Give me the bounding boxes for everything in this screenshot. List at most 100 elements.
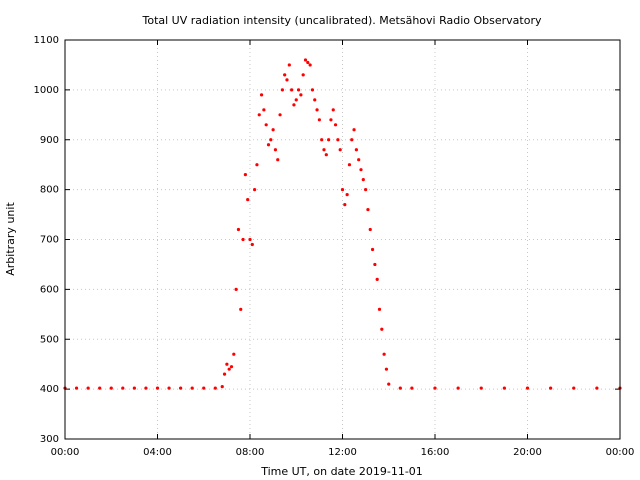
y-tick-label: 500 xyxy=(40,334,59,345)
x-tick-label: 12:00 xyxy=(328,447,357,458)
data-point xyxy=(331,108,335,112)
x-tick-label: 20:00 xyxy=(513,447,542,458)
data-point xyxy=(213,386,217,390)
y-tick-label: 300 xyxy=(40,434,59,445)
data-point xyxy=(572,386,576,390)
data-point xyxy=(525,386,530,390)
data-point xyxy=(549,386,553,390)
data-point xyxy=(269,138,273,142)
y-tick-label: 600 xyxy=(40,284,59,295)
data-point xyxy=(285,78,289,82)
data-point xyxy=(382,352,386,356)
data-point xyxy=(74,386,79,390)
data-point xyxy=(299,93,303,97)
data-point xyxy=(333,123,338,127)
data-point xyxy=(86,386,90,390)
data-point xyxy=(364,188,368,192)
data-point xyxy=(336,138,340,142)
x-tick-label: 00:00 xyxy=(606,447,635,458)
data-point xyxy=(340,188,345,192)
data-point xyxy=(294,98,298,102)
data-point xyxy=(278,113,282,117)
data-point xyxy=(227,367,231,371)
data-point xyxy=(338,148,342,152)
data-point xyxy=(296,88,301,92)
data-point xyxy=(253,188,257,192)
grid xyxy=(65,40,620,439)
axis-ticks: 00:00 04:00 08:00 12:00 16:00 20:00 00:00 300 40… xyxy=(34,35,635,458)
data-point xyxy=(361,178,365,182)
y-tick-label: 1100 xyxy=(34,35,59,46)
data-point xyxy=(234,287,238,291)
data-point xyxy=(190,386,194,390)
data-point xyxy=(266,143,271,147)
data-point xyxy=(322,148,326,152)
data-point xyxy=(377,307,382,311)
data-point xyxy=(98,386,102,390)
x-axis-label: Time UT, on date 2019-11-01 xyxy=(260,465,423,478)
y-tick-label: 1000 xyxy=(34,85,59,96)
x-tick-label: 16:00 xyxy=(421,447,450,458)
data-point xyxy=(329,118,333,122)
data-point xyxy=(433,386,437,390)
data-point xyxy=(347,163,352,167)
data-point xyxy=(225,362,229,366)
chart-title: Total UV radiation intensity (uncalibrat… xyxy=(142,14,542,27)
data-point xyxy=(283,73,287,77)
data-point xyxy=(271,128,275,132)
data-point xyxy=(276,158,280,162)
data-point xyxy=(248,237,252,242)
data-point xyxy=(308,63,312,67)
data-point xyxy=(155,386,160,390)
data-point xyxy=(246,198,250,202)
data-point xyxy=(259,93,264,97)
data-point xyxy=(370,247,375,252)
data-point xyxy=(317,118,321,122)
data-point xyxy=(343,202,347,207)
data-point xyxy=(324,153,328,157)
data-point xyxy=(306,60,310,65)
data-point xyxy=(121,386,125,390)
data-point xyxy=(222,372,227,376)
data-point xyxy=(410,386,414,390)
data-point xyxy=(357,158,361,162)
data-point xyxy=(255,163,259,167)
data-point xyxy=(359,168,363,172)
data-point xyxy=(366,207,370,212)
data-point xyxy=(352,128,356,132)
data-point xyxy=(290,88,294,92)
data-point xyxy=(179,386,183,390)
data-point xyxy=(315,108,319,112)
data-point xyxy=(243,173,247,177)
data-point xyxy=(236,227,241,232)
data-point xyxy=(257,113,261,117)
data-point xyxy=(350,138,354,142)
data-point xyxy=(287,63,291,67)
data-point xyxy=(301,73,305,77)
plot-frame xyxy=(64,39,621,440)
x-tick-label: 08:00 xyxy=(236,447,265,458)
data-point xyxy=(109,386,113,390)
data-point xyxy=(273,148,278,152)
x-tick-label: 00:00 xyxy=(51,447,80,458)
data-point xyxy=(387,382,391,386)
y-tick-label: 900 xyxy=(40,135,59,146)
data-point xyxy=(327,138,331,142)
data-point xyxy=(502,386,506,390)
data-point xyxy=(220,385,224,389)
data-point xyxy=(354,148,358,152)
data-point xyxy=(280,88,284,92)
y-tick-label: 700 xyxy=(40,235,59,246)
data-point xyxy=(229,365,234,369)
data-point xyxy=(479,386,483,390)
data-point xyxy=(239,307,243,311)
data-point xyxy=(202,386,206,390)
data-point xyxy=(292,103,296,107)
x-tick-label: 04:00 xyxy=(143,447,172,458)
data-point xyxy=(262,108,266,112)
data-point xyxy=(232,352,236,356)
data-point xyxy=(368,227,372,232)
data-point xyxy=(167,386,171,390)
data-point xyxy=(310,88,315,92)
